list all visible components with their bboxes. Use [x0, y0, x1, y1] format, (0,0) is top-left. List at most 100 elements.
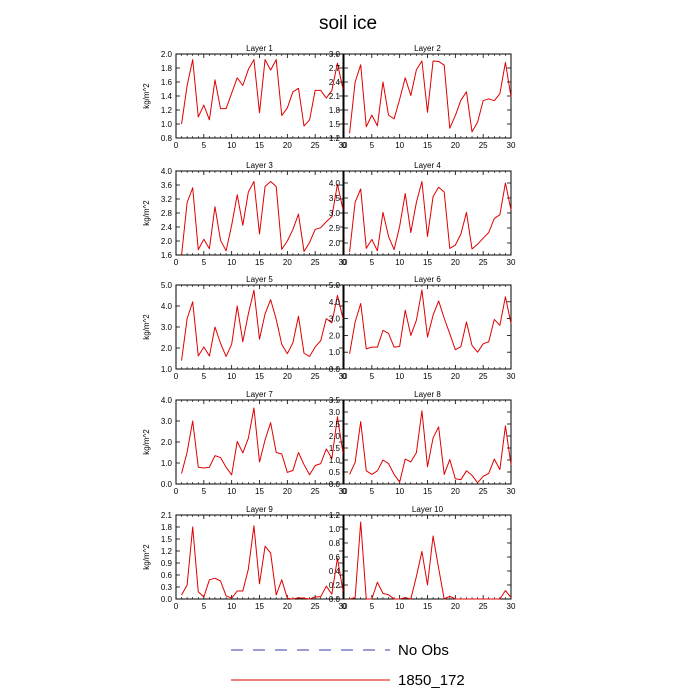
y-tick-label-layer-1: 1.8 — [161, 64, 173, 73]
y-tick-label-layer-7: 1.0 — [161, 459, 173, 468]
x-tick-label-layer-8: 15 — [423, 487, 432, 496]
y-tick-label-layer-3: 1.6 — [161, 251, 173, 260]
x-tick-label-layer-7: 0 — [174, 487, 179, 496]
plot-frame-layer-1 — [175, 53, 344, 139]
x-tick-label-layer-7: 30 — [339, 487, 348, 496]
y-tick-label-layer-9: 0.9 — [161, 559, 173, 568]
y-tick-label-layer-6: 5.0 — [329, 281, 341, 290]
y-tick-label-layer-5: 1.0 — [161, 365, 173, 374]
x-tick-label-layer-10: 30 — [507, 602, 516, 611]
series-line-1850-172-layer-5 — [181, 289, 344, 361]
panel-title-layer-1: Layer 1 — [246, 44, 273, 53]
y-tick-label-layer-3: 2.4 — [161, 223, 173, 232]
x-tick-label-layer-10: 10 — [395, 602, 404, 611]
x-tick-label-layer-10: 25 — [479, 602, 488, 611]
y-tick-label-layer-5: 4.0 — [161, 302, 173, 311]
x-tick-label-layer-4: 5 — [370, 258, 375, 267]
y-tick-label-layer-5: 2.0 — [161, 344, 173, 353]
x-tick-label-layer-2: 10 — [395, 141, 404, 150]
series-line-1850-172-layer-8 — [349, 410, 512, 484]
x-tick-label-layer-4: 30 — [507, 258, 516, 267]
y-axis-label-layer-3: kg/m^2 — [142, 200, 151, 226]
x-tick-label-layer-9: 15 — [255, 602, 264, 611]
legend-label-1850-172: 1850_172 — [398, 672, 465, 689]
y-tick-label-layer-8: 2.5 — [329, 420, 341, 429]
legend: No Obs 1850_172 — [231, 642, 465, 689]
y-tick-label-layer-7: 2.0 — [161, 438, 173, 447]
y-tick-label-layer-2: 2.7 — [329, 64, 341, 73]
panel-title-layer-7: Layer 7 — [246, 390, 273, 399]
x-tick-label-layer-3: 10 — [227, 258, 236, 267]
panel-layer-4: Layer 4 0 5 10 15 20 25 30 2.0 2.5 3.0 3.5 4.0 — [329, 161, 516, 267]
plot-frame-layer-10 — [343, 514, 512, 600]
y-tick-label-layer-1: 1.0 — [161, 120, 173, 129]
series-line-1850-172-layer-6 — [349, 289, 512, 354]
x-tick-label-layer-10: 20 — [451, 602, 460, 611]
x-tick-label-layer-4: 10 — [395, 258, 404, 267]
series-line-1850-172-layer-10 — [349, 521, 512, 600]
x-tick-label-layer-5: 10 — [227, 372, 236, 381]
series-line-1850-172-layer-1 — [181, 59, 344, 127]
y-tick-label-layer-8: 3.0 — [329, 408, 341, 417]
y-tick-label-layer-5: 3.0 — [161, 323, 173, 332]
x-tick-label-layer-9: 30 — [339, 602, 348, 611]
x-tick-label-layer-4: 20 — [451, 258, 460, 267]
x-tick-label-layer-1: 5 — [202, 141, 207, 150]
panel-layer-2: Layer 20 5 10 15 20 25 301.21.51.82.12.42.73.0 — [329, 44, 516, 150]
y-tick-label-layer-7: 4.0 — [161, 396, 173, 405]
y-tick-label-layer-8: 0.0 — [329, 480, 341, 489]
panel-title-layer-6: Layer 6 — [414, 275, 441, 284]
y-tick-label-layer-10: 1.0 — [329, 525, 341, 534]
x-tick-label-layer-6: 15 — [423, 372, 432, 381]
x-tick-label-layer-3: 25 — [311, 258, 320, 267]
y-tick-label-layer-8: 2.0 — [329, 432, 341, 441]
x-tick-label-layer-9: 0 — [174, 602, 179, 611]
y-tick-label-layer-2: 2.1 — [329, 92, 341, 101]
y-tick-label-layer-1: 1.4 — [161, 92, 173, 101]
x-tick-label-layer-1: 30 — [339, 141, 348, 150]
x-tick-label-layer-1: 10 — [227, 141, 236, 150]
y-tick-label-layer-1: 2.0 — [161, 50, 173, 59]
y-tick-label-layer-2: 1.5 — [329, 120, 341, 129]
y-tick-label-layer-10: 0.0 — [329, 595, 341, 604]
plot-frame-layer-7 — [175, 399, 344, 485]
x-tick-label-layer-4: 15 — [423, 258, 432, 267]
x-tick-label-layer-10: 5 — [370, 602, 375, 611]
x-tick-label-layer-10: 0 — [342, 602, 347, 611]
y-tick-label-layer-9: 0.0 — [161, 595, 173, 604]
y-tick-label-layer-4: 4.0 — [329, 179, 341, 188]
y-tick-label-layer-2: 1.8 — [329, 106, 341, 115]
y-axis-label-layer-1: kg/m^2 — [142, 83, 151, 109]
plot-frame-layer-8 — [343, 399, 512, 485]
plot-frame-layer-2 — [343, 53, 512, 139]
x-tick-label-layer-9: 25 — [311, 602, 320, 611]
x-tick-label-layer-5: 0 — [174, 372, 179, 381]
y-tick-label-layer-6: 0.0 — [329, 365, 341, 374]
x-tick-label-layer-2: 25 — [479, 141, 488, 150]
y-tick-label-layer-4: 2.5 — [329, 224, 341, 233]
plot-frame-layer-6 — [343, 284, 512, 370]
series-line-1850-172-layer-7 — [181, 407, 344, 476]
x-tick-label-layer-8: 10 — [395, 487, 404, 496]
x-tick-label-layer-4: 0 — [342, 258, 347, 267]
x-tick-label-layer-5: 20 — [283, 372, 292, 381]
x-tick-label-layer-6: 0 — [342, 372, 347, 381]
x-tick-label-layer-9: 5 — [202, 602, 207, 611]
x-tick-label-layer-1: 20 — [283, 141, 292, 150]
x-tick-label-layer-3: 15 — [255, 258, 264, 267]
y-tick-label-layer-2: 1.2 — [329, 134, 341, 143]
panel-layer-5: Layer 5 0 5 10 15 20 25 30 1.0 2.0 3.0 4.0 5.0 kg/m^2 — [142, 275, 348, 381]
y-tick-label-layer-9: 2.1 — [161, 511, 173, 520]
y-tick-label-layer-9: 1.5 — [161, 535, 173, 544]
x-tick-label-layer-7: 5 — [202, 487, 207, 496]
panel-grid: Layer 10 5 10 15 20 25 300.81.01.21.41.61.82.0… — [142, 44, 516, 611]
figure-title: soil ice — [319, 13, 377, 34]
y-axis-label-layer-5: kg/m^2 — [142, 314, 151, 340]
x-tick-label-layer-8: 20 — [451, 487, 460, 496]
y-tick-label-layer-3: 3.2 — [161, 195, 173, 204]
x-tick-label-layer-8: 0 — [342, 487, 347, 496]
y-tick-label-layer-4: 2.0 — [329, 239, 341, 248]
panel-layer-10: Layer 100 5 10 15 20 25 300.00.20.40.60.81.01.… — [329, 505, 516, 611]
